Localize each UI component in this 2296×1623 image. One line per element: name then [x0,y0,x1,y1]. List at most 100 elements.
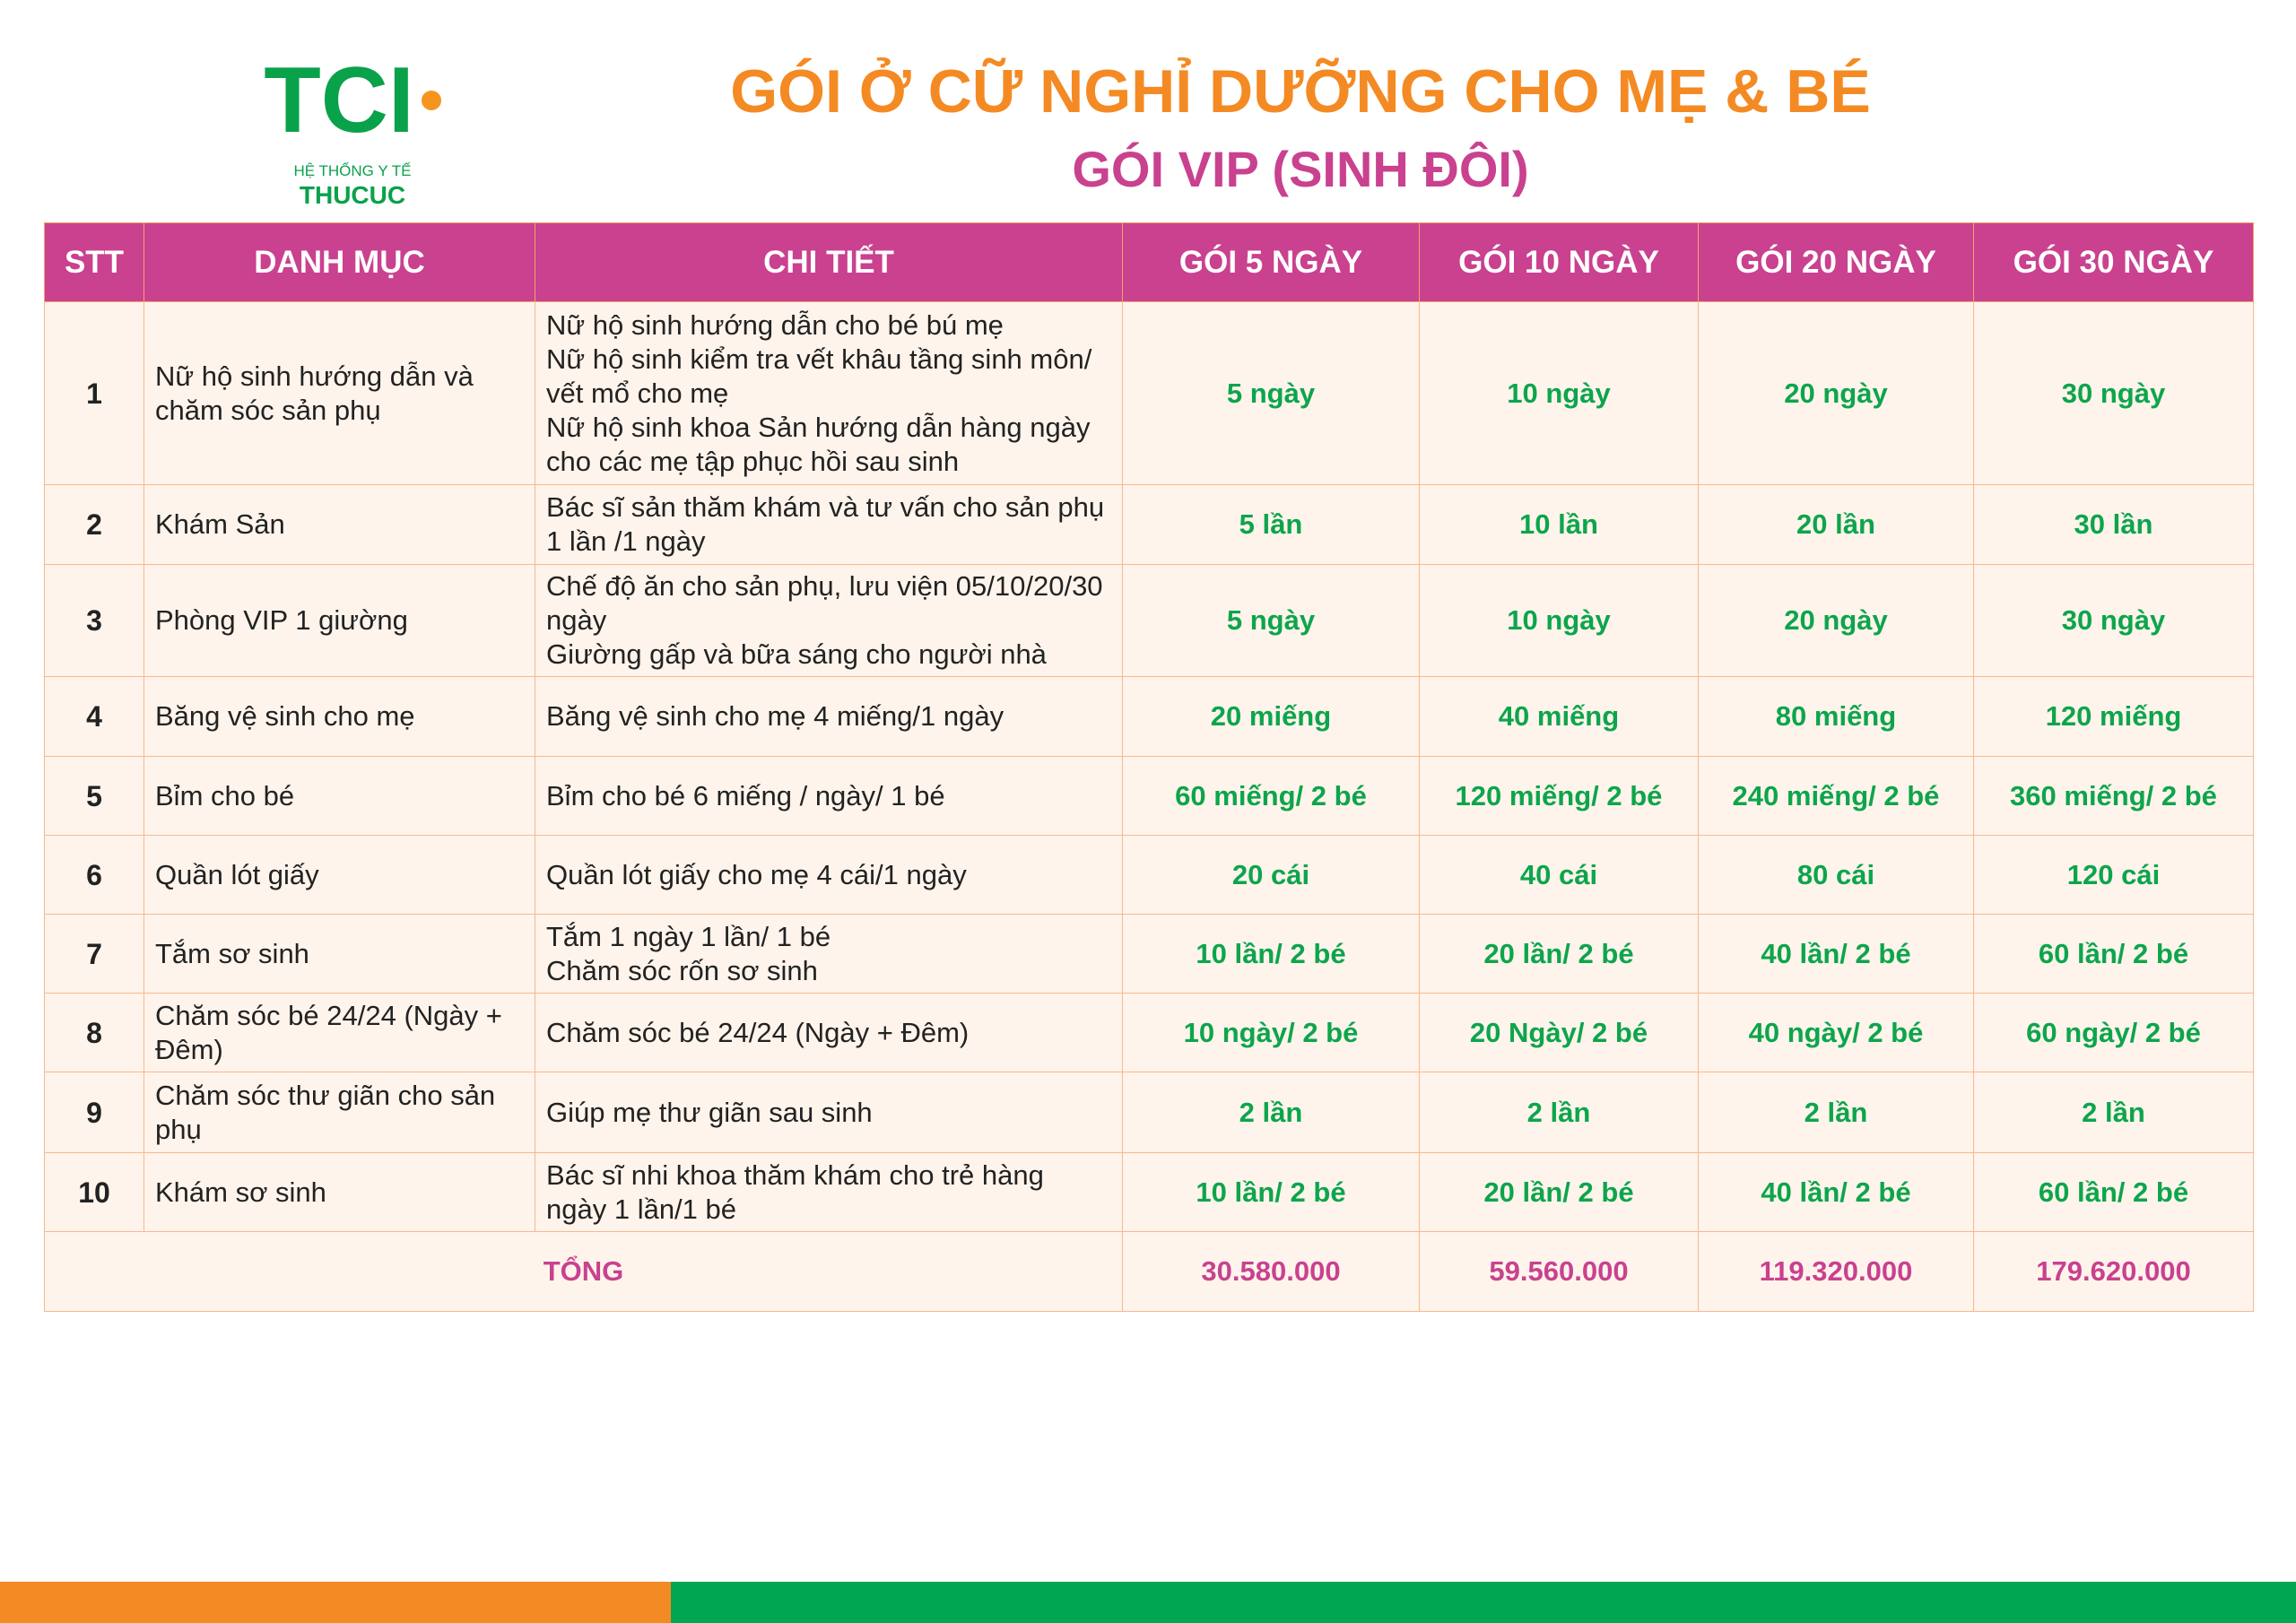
package-value: 20 lần/ 2 bé [1419,914,1699,994]
category-cell: Chăm sóc bé 24/24 (Ngày + Đêm) [144,993,535,1072]
category-cell: Bỉm cho bé [144,756,535,836]
table-row: 9 Chăm sóc thư giãn cho sản phụ Giúp mẹ th… [44,1072,2254,1153]
package-value: 80 cái [1698,835,1974,915]
package-value: 80 miếng [1698,676,1974,757]
detail-line: Bác sĩ sản thăm khám và tư vấn cho sản p… [546,491,1105,557]
detail-cell: Bỉm cho bé 6 miếng / ngày/ 1 bé [535,756,1123,836]
package-value: 2 lần [1973,1072,2254,1153]
row-number: 5 [44,756,144,836]
package-value: 10 lần/ 2 bé [1122,1152,1420,1232]
package-value: 2 lần [1419,1072,1699,1153]
detail-line: Chăm sóc rốn sơ sinh [546,954,818,986]
package-value: 20 cái [1122,835,1420,915]
category-cell: Băng vệ sinh cho mẹ [144,676,535,757]
package-value: 20 miếng [1122,676,1420,757]
detail-cell: Băng vệ sinh cho mẹ 4 miếng/1 ngày [535,676,1123,757]
detail-line: Chế độ ăn cho sản phụ, lưu viện 05/10/20… [546,570,1103,636]
footer-bar-green [671,1582,2296,1623]
page-title: GÓI Ở CỮ NGHỈ DƯỠNG CHO MẸ & BÉ [730,57,1871,126]
footer-bar-orange [0,1582,671,1623]
package-value: 10 ngày [1419,301,1699,485]
detail-cell: Tắm 1 ngày 1 lần/ 1 bé Chăm sóc rốn sơ si… [535,914,1123,994]
column-header: GÓI 30 NGÀY [1973,222,2254,302]
package-value: 20 ngày [1698,564,1974,677]
logo-letters: TCI [264,48,414,152]
package-value: 5 ngày [1122,301,1420,485]
table-row: 6 Quần lót giấy Quần lót giấy cho mẹ 4 cái… [44,835,2254,915]
table-row: 1 Nữ hộ sinh hướng dẫn và chăm sóc sản ph… [44,301,2254,485]
table-row: 2 Khám Sản Bác sĩ sản thăm khám và tư vấn … [44,484,2254,565]
table-header-row: STT DANH MỤC CHI TIẾT GÓI 5 NGÀY GÓI 10 NGÀY… [44,222,2254,302]
row-number: 9 [44,1072,144,1153]
detail-cell: Chế độ ăn cho sản phụ, lưu viện 05/10/20… [535,564,1123,677]
category-cell: Tắm sơ sinh [144,914,535,994]
column-header: STT [44,222,144,302]
package-value: 120 cái [1973,835,2254,915]
package-value: 30 ngày [1973,301,2254,485]
package-value: 40 lần/ 2 bé [1698,914,1974,994]
detail-line: Giường gấp và bữa sáng cho người nhà [546,638,1047,670]
detail-line: Nữ hộ sinh hướng dẫn cho bé bú mẹ [546,308,1004,341]
package-value: 40 ngày/ 2 bé [1698,993,1974,1072]
package-value: 2 lần [1698,1072,1974,1153]
table-row: 3 Phòng VIP 1 giường Chế độ ăn cho sản phụ… [44,564,2254,677]
logo-dot-icon [421,91,441,110]
detail-line: Chăm sóc bé 24/24 (Ngày + Đêm) [546,1016,970,1048]
category-cell: Quần lót giấy [144,835,535,915]
logo-tagline: HỆ THỐNG Y TẾ [293,162,412,179]
detail-line: Bỉm cho bé 6 miếng / ngày/ 1 bé [546,779,945,812]
column-header: DANH MỤC [144,222,535,302]
column-header: GÓI 20 NGÀY [1698,222,1974,302]
column-header: CHI TIẾT [535,222,1123,302]
package-value: 2 lần [1122,1072,1420,1153]
package-value: 40 lần/ 2 bé [1698,1152,1974,1232]
table-row: 7 Tắm sơ sinh Tắm 1 ngày 1 lần/ 1 bé Chăm s… [44,914,2254,994]
package-value: 20 lần [1698,484,1974,565]
package-value: 20 Ngày/ 2 bé [1419,993,1699,1072]
package-value: 240 miếng/ 2 bé [1698,756,1974,836]
package-value: 20 ngày [1698,301,1974,485]
package-value: 5 lần [1122,484,1420,565]
package-value: 30 lần [1973,484,2254,565]
package-value: 360 miếng/ 2 bé [1973,756,2254,836]
detail-cell: Giúp mẹ thư giãn sau sinh [535,1072,1123,1153]
row-number: 10 [44,1152,144,1232]
table-row: 4 Băng vệ sinh cho mẹ Băng vệ sinh cho mẹ … [44,676,2254,757]
category-cell: Chăm sóc thư giãn cho sản phụ [144,1072,535,1153]
category-cell: Nữ hộ sinh hướng dẫn và chăm sóc sản phụ [144,301,535,485]
package-value: 10 ngày/ 2 bé [1122,993,1420,1072]
package-value: 60 lần/ 2 bé [1973,1152,2254,1232]
package-value: 40 cái [1419,835,1699,915]
package-value: 120 miếng [1973,676,2254,757]
detail-line: Bác sĩ nhi khoa thăm khám cho trẻ hàng n… [546,1159,1044,1225]
thucuc-logo: TCI HỆ THỐNG Y TẾ THUCUC [263,45,442,210]
package-value: 60 ngày/ 2 bé [1973,993,2254,1072]
logo-brand: THUCUC [299,181,406,209]
package-value: 10 lần/ 2 bé [1122,914,1420,994]
table-row: 5 Bỉm cho bé Bỉm cho bé 6 miếng / ngày/ 1 … [44,756,2254,836]
detail-line: Băng vệ sinh cho mẹ 4 miếng/1 ngày [546,700,1004,732]
package-value: 20 lần/ 2 bé [1419,1152,1699,1232]
row-number: 4 [44,676,144,757]
column-header: GÓI 10 NGÀY [1419,222,1699,302]
package-table: STT DANH MỤC CHI TIẾT GÓI 5 NGÀY GÓI 10 NGÀY… [44,222,2254,1312]
detail-line: Quần lót giấy cho mẹ 4 cái/1 ngày [546,858,967,890]
detail-cell: Nữ hộ sinh hướng dẫn cho bé bú mẹ Nữ hộ s… [535,301,1123,485]
row-number: 7 [44,914,144,994]
package-value: 10 ngày [1419,564,1699,677]
package-value: 40 miếng [1419,676,1699,757]
table-row: 10 Khám sơ sinh Bác sĩ nhi khoa thăm khám … [44,1152,2254,1232]
category-cell: Phòng VIP 1 giường [144,564,535,677]
row-number: 3 [44,564,144,677]
total-row: TỔNG 30.580.000 59.560.000 119.320.000 179.6… [44,1231,2254,1312]
total-price: 179.620.000 [1973,1231,2254,1312]
package-value: 60 lần/ 2 bé [1973,914,2254,994]
package-value: 60 miếng/ 2 bé [1122,756,1420,836]
row-number: 6 [44,835,144,915]
detail-cell: Bác sĩ nhi khoa thăm khám cho trẻ hàng n… [535,1152,1123,1232]
total-price: 119.320.000 [1698,1231,1974,1312]
total-price: 30.580.000 [1122,1231,1420,1312]
category-cell: Khám Sản [144,484,535,565]
row-number: 1 [44,301,144,485]
table-row: 8 Chăm sóc bé 24/24 (Ngày + Đêm) Chăm sóc … [44,993,2254,1072]
